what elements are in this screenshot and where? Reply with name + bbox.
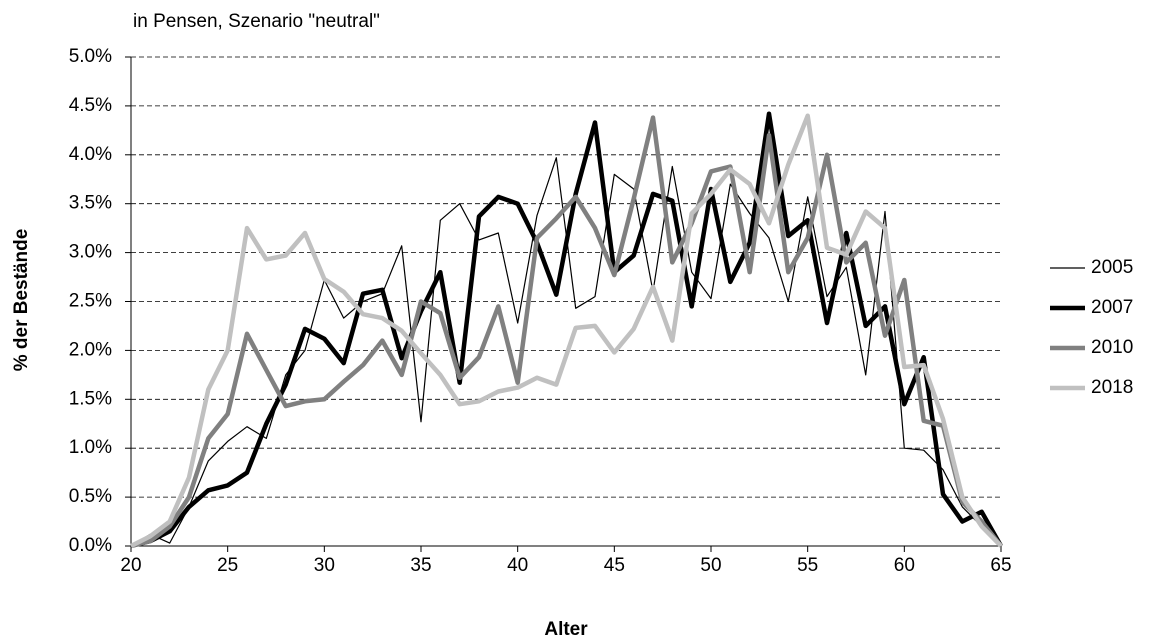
legend-label: 2005 [1091, 257, 1133, 278]
x-tick-label: 30 [314, 555, 335, 576]
x-tick-label: 60 [894, 555, 915, 576]
x-tick-label: 45 [604, 555, 625, 576]
y-tick-label: 4.0% [69, 144, 112, 165]
y-tick-label: 1.0% [69, 437, 112, 458]
legend-label: 2018 [1091, 377, 1133, 398]
x-tick-label: 35 [410, 555, 431, 576]
x-tick-label: 25 [217, 555, 238, 576]
legend-label: 2010 [1091, 337, 1133, 358]
x-tick-label: 55 [797, 555, 818, 576]
series-line [130, 115, 1003, 549]
y-tick-label: 1.5% [69, 388, 112, 409]
x-tick-label: 50 [700, 555, 721, 576]
y-tick-label: 0.0% [69, 535, 112, 556]
x-tick-label: 20 [120, 555, 141, 576]
x-tick-label: 65 [990, 555, 1011, 576]
x-axis-title: Alter [544, 619, 588, 640]
chart-title: in Pensen, Szenario "neutral" [133, 11, 380, 32]
series-line [130, 111, 1003, 549]
y-axis-title: % der Bestände [11, 229, 32, 372]
y-tick-label: 2.0% [69, 339, 112, 360]
y-tick-label: 0.5% [69, 486, 112, 507]
x-tick-label: 40 [507, 555, 528, 576]
y-tick-label: 3.0% [69, 242, 112, 263]
y-tick-label: 2.5% [69, 291, 112, 312]
y-tick-label: 5.0% [69, 46, 112, 67]
series-line [129, 113, 1003, 549]
y-tick-label: 3.5% [69, 193, 112, 214]
legend-label: 2007 [1091, 297, 1133, 318]
y-tick-label: 4.5% [69, 95, 112, 116]
